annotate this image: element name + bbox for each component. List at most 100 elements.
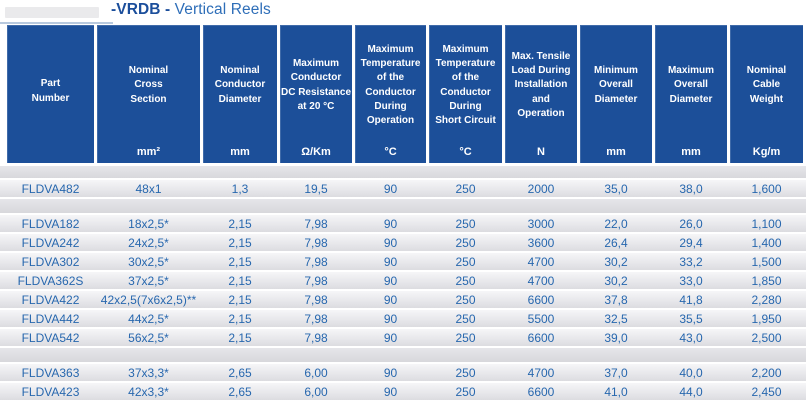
header-label: Maximum Temperature of the Conductor Dur… xyxy=(360,43,421,126)
header-cell-temp-operation: Maximum Temperature of the Conductor Dur… xyxy=(355,25,426,163)
cell-tensile-load: 3600 xyxy=(527,235,555,250)
cell-part-number: FLDVA362S xyxy=(17,273,84,288)
cell-tensile-load: 3000 xyxy=(527,216,555,231)
cell-temp-short-circuit: 250 xyxy=(455,330,476,345)
cell-cable-weight: 2,280 xyxy=(751,292,782,307)
cell-max-diameter: 33,2 xyxy=(679,254,703,269)
header-unit: °C xyxy=(384,146,397,158)
cell-part-number: FLDVA423 xyxy=(21,384,80,399)
cell-conductor-diameter: 2,65 xyxy=(228,384,252,399)
header-label: Max. Tensile Load During Installation an… xyxy=(511,51,571,119)
cell-min-diameter: 22,0 xyxy=(604,216,628,231)
cell-temp-operation: 90 xyxy=(383,235,398,250)
cell-cross-section: 42x3,3* xyxy=(128,384,169,399)
cell-tensile-load: 4700 xyxy=(527,273,555,288)
cell-temp-short-circuit: 250 xyxy=(455,292,476,307)
cell-temp-short-circuit: 250 xyxy=(455,181,476,196)
header-cell-temp-short-circuit: Maximum Temperature of the Conductor Dur… xyxy=(429,25,502,163)
cell-conductor-diameter: 2,65 xyxy=(228,365,252,380)
cell-tensile-load: 2000 xyxy=(527,181,555,196)
row-grid: FLDVA242 24x2,5* 2,15 7,98 90 250 3600 26,4 29,4… xyxy=(7,234,803,251)
table-row: FLDVA442 44x2,5* 2,15 7,98 90 250 5500 32,5 35,5… xyxy=(0,310,806,327)
header-label: Minimum Overall Diameter xyxy=(594,65,638,105)
cell-max-diameter: 26,0 xyxy=(679,216,703,231)
cell-max-diameter: 33,0 xyxy=(679,273,703,288)
cell-part-number: FLDVA422 xyxy=(21,292,80,307)
header-unit xyxy=(7,158,94,163)
row-grid: FLDVA542 56x2,5* 2,15 7,98 90 250 6600 39,0 43,0… xyxy=(7,329,803,346)
row-grid: FLDVA442 44x2,5* 2,15 7,98 90 250 5500 32,5 35,5… xyxy=(7,310,803,327)
cell-temp-operation: 90 xyxy=(383,181,398,196)
cell-cross-section: 24x2,5* xyxy=(128,235,169,250)
cell-conductor-diameter: 2,15 xyxy=(228,216,252,231)
header-label: Maximum Conductor DC Resistance at 20 °C xyxy=(280,58,352,112)
header-cell-cross-section: Nominal Cross Section mm² xyxy=(97,25,200,163)
cell-tensile-load: 6600 xyxy=(527,292,555,307)
cell-cross-section: 37x2,5* xyxy=(128,273,169,288)
cell-temp-short-circuit: 250 xyxy=(455,254,476,269)
cell-cable-weight: 1,100 xyxy=(751,216,782,231)
cell-cross-section: 37x3,3* xyxy=(128,365,169,380)
table-row: FLDVA542 56x2,5* 2,15 7,98 90 250 6600 39,0 43,0… xyxy=(0,329,806,346)
header-label: Maximum Overall Diameter xyxy=(667,65,715,105)
divider-line xyxy=(0,22,113,24)
header-cell-dc-resistance: Maximum Conductor DC Resistance at 20 °C… xyxy=(280,25,352,163)
cell-part-number: FLDVA302 xyxy=(21,254,80,269)
row-grid: FLDVA182 18x2,5* 2,15 7,98 90 250 3000 22,0 26,0… xyxy=(7,215,803,232)
header-unit: Ω/Km xyxy=(301,146,331,158)
table-row: FLDVA423 42x3,3* 2,65 6,00 90 250 6600 41,0 44,0… xyxy=(0,383,806,400)
row-grid: FLDVA362S 37x2,5* 2,15 7,98 90 250 4700 30,2 33,… xyxy=(7,272,803,289)
header-unit: N xyxy=(537,146,545,158)
cell-part-number: FLDVA182 xyxy=(21,216,80,231)
cell-conductor-diameter: 1,3 xyxy=(231,181,249,196)
cell-max-diameter: 44,0 xyxy=(679,384,703,399)
row-grid: FLDVA482 48x1 1,3 19,5 90 250 2000 35,0 38,0 1,60… xyxy=(7,180,803,197)
cell-dc-resistance: 6,00 xyxy=(304,384,328,399)
cell-cross-section: 30x2,5* xyxy=(128,254,169,269)
header-label: Maximum Temperature of the Conductor Dur… xyxy=(435,43,496,126)
cell-dc-resistance: 19,5 xyxy=(304,181,328,196)
header-label: Part Number xyxy=(31,78,70,104)
table-row: FLDVA362S 37x2,5* 2,15 7,98 90 250 4700 30,2 33,… xyxy=(0,272,806,289)
cell-tensile-load: 5500 xyxy=(527,311,555,326)
faded-watermark xyxy=(5,7,99,18)
spacer-row xyxy=(0,199,806,213)
cell-max-diameter: 35,5 xyxy=(679,311,703,326)
cell-min-diameter: 30,2 xyxy=(604,254,628,269)
cell-min-diameter: 30,2 xyxy=(604,273,628,288)
cell-min-diameter: 37,0 xyxy=(604,365,628,380)
header-unit: mm xyxy=(606,146,626,158)
header-cell-tensile-load: Max. Tensile Load During Installation an… xyxy=(505,25,577,163)
cell-min-diameter: 35,0 xyxy=(604,181,628,196)
cell-dc-resistance: 7,98 xyxy=(304,273,328,288)
table-row: FLDVA363 37x3,3* 2,65 6,00 90 250 4700 37,0 40,0… xyxy=(0,364,806,381)
table-row: FLDVA422 42x2,5(7x6x2,5)** 2,15 7,98 90 250 66… xyxy=(0,291,806,308)
cell-temp-operation: 90 xyxy=(383,216,398,231)
page-title-code: -VRDB - xyxy=(111,1,171,18)
cell-tensile-load: 4700 xyxy=(527,365,555,380)
header-cell-min-diameter: Minimum Overall Diameter mm xyxy=(580,25,652,163)
cell-cable-weight: 2,200 xyxy=(751,365,782,380)
table-row: FLDVA302 30x2,5* 2,15 7,98 90 250 4700 30,2 33,2… xyxy=(0,253,806,270)
cell-min-diameter: 39,0 xyxy=(604,330,628,345)
cell-conductor-diameter: 2,15 xyxy=(228,254,252,269)
header-unit: °C xyxy=(459,146,472,158)
cell-min-diameter: 26,4 xyxy=(604,235,628,250)
cell-dc-resistance: 6,00 xyxy=(304,365,328,380)
cell-part-number: FLDVA242 xyxy=(21,235,80,250)
cell-cross-section: 48x1 xyxy=(135,181,162,196)
header-cell-part-number: Part Number xyxy=(7,25,94,163)
cell-temp-operation: 90 xyxy=(383,254,398,269)
cell-conductor-diameter: 2,15 xyxy=(228,292,252,307)
cell-conductor-diameter: 2,15 xyxy=(228,235,252,250)
cell-temp-operation: 90 xyxy=(383,365,398,380)
cell-temp-operation: 90 xyxy=(383,273,398,288)
cell-cable-weight: 1,500 xyxy=(751,254,782,269)
cell-cable-weight: 1,600 xyxy=(751,181,782,196)
header-cell-conductor-diameter: Nominal Conductor Diameter mm xyxy=(203,25,277,163)
page-title-text: Vertical Reels xyxy=(174,1,271,18)
cell-temp-short-circuit: 250 xyxy=(455,311,476,326)
cell-conductor-diameter: 2,15 xyxy=(228,273,252,288)
cell-cross-section: 44x2,5* xyxy=(128,311,169,326)
row-grid: FLDVA423 42x3,3* 2,65 6,00 90 250 6600 41,0 44,0… xyxy=(7,383,803,400)
